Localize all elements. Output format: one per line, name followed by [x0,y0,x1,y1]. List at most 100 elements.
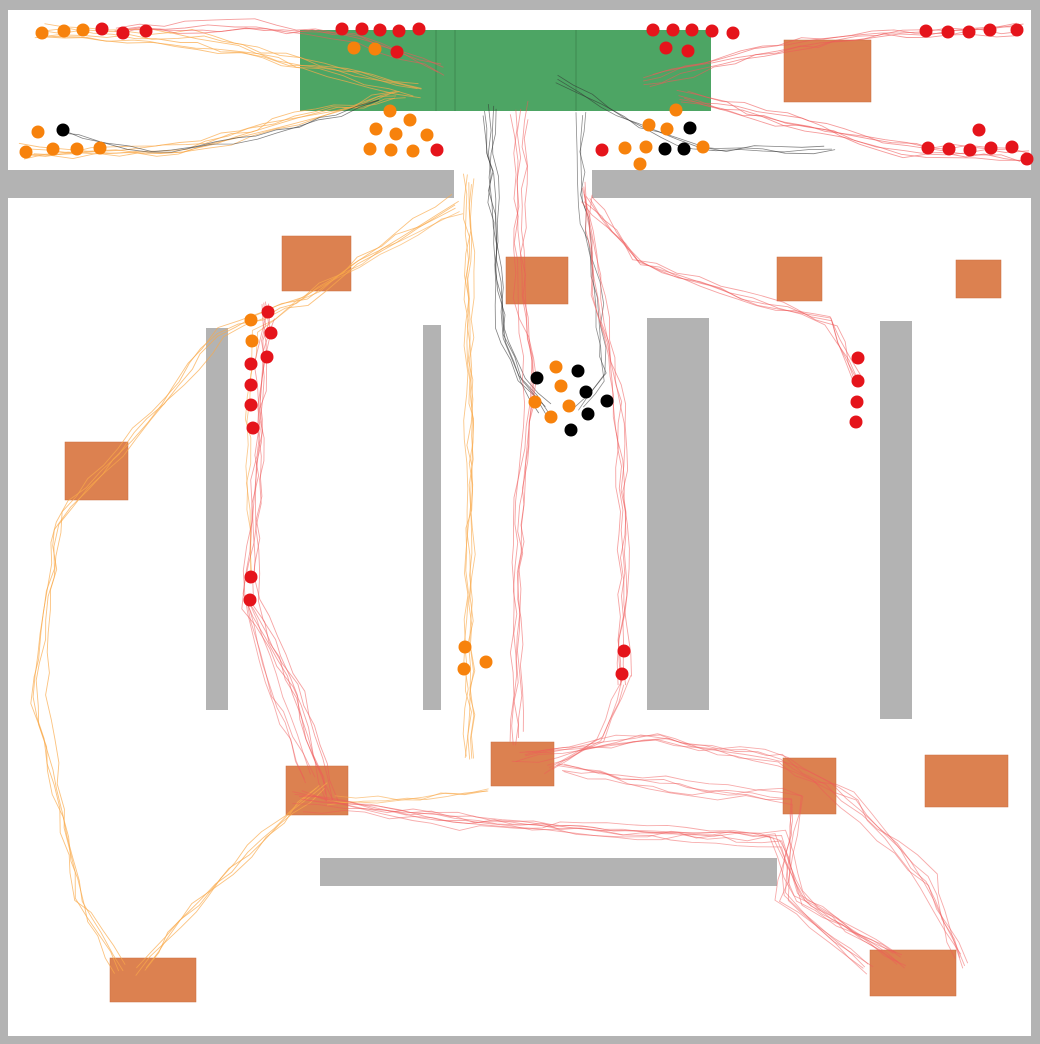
agent-trail [118,26,439,73]
wall [206,328,228,710]
agent-trail [589,198,857,377]
agent-orange [46,142,60,156]
agent-red [963,143,977,157]
agent-red [244,378,258,392]
wall [8,170,454,198]
agent-orange [549,360,563,374]
agent-red [412,22,426,36]
agent-red [1005,140,1019,154]
agent-red [972,123,986,137]
agent-orange [660,122,674,136]
agent-trail [583,194,626,684]
agent-trail [46,27,421,99]
agent-trail [555,82,836,155]
agent-trail [114,24,445,76]
agent-trail [245,595,311,775]
agent-trail [21,90,397,157]
agent-trail [511,108,537,746]
agent-orange [383,104,397,118]
agent-orange [19,145,33,159]
agent-trail [551,675,624,770]
agent-red [244,570,258,584]
wall [592,170,1032,198]
agent-trail [676,89,1016,150]
agent-trail [557,763,874,968]
agent-orange [544,410,558,424]
obstacles [64,39,1009,1003]
agent-red [264,326,278,340]
agent-trail [115,18,442,65]
agent-trail [145,787,317,969]
agent-orange [93,141,107,155]
obstacle-box [505,256,569,305]
agent-red [919,24,933,38]
wall [423,325,441,710]
agent-orange [347,41,361,55]
agent-orange [554,379,568,393]
agent-trail [241,318,328,801]
agent-red [243,593,257,607]
agent-trail [250,301,333,801]
agent-black [658,142,672,156]
obstacle-box [776,256,823,302]
agent-black [56,123,70,137]
agent-orange [363,142,377,156]
agent-red [984,141,998,155]
agent-black [564,423,578,437]
agent-orange [618,141,632,155]
agent-orange [384,143,398,157]
agent-black [581,407,595,421]
agent-red [355,22,369,36]
agent-trail [245,596,316,778]
agent-trail [547,675,632,766]
agent-red [849,415,863,429]
agent-trail [59,99,380,153]
agent-trail [524,734,964,969]
agent-trail [525,734,969,964]
agent-trail [326,788,489,806]
agent-red [392,24,406,38]
agent-red [685,23,699,37]
walls [8,170,1032,886]
agent-red [941,25,955,39]
agent-red [962,25,976,39]
agent-trail [511,738,962,955]
agent-trail [464,178,476,758]
agent-red [705,24,719,38]
agent-trail [144,782,328,971]
agent-trail [466,182,476,759]
agent-black [600,394,614,408]
agent-black [530,371,544,385]
agent-black [571,364,585,378]
agent-orange [642,118,656,132]
agent-red [373,23,387,37]
agent-red [851,374,865,388]
agent-orange [633,157,647,171]
agent-trail [334,790,488,801]
agent-trail [30,207,456,974]
agent-orange [562,399,576,413]
agent-trail [563,770,868,975]
agent-red [942,142,956,156]
agent-orange [639,140,653,154]
wall [320,858,777,886]
agent-red [139,24,153,38]
agent-red [646,23,660,37]
agent-trail [557,74,832,153]
agent-orange [406,144,420,158]
agent-red [260,350,274,364]
wall [647,318,709,710]
agent-orange [389,127,403,141]
agent-trail [135,785,320,976]
wall [880,321,912,719]
agent-trail [294,793,894,954]
agent-orange [479,655,493,669]
agent-black [579,385,593,399]
obstacle-box [869,949,957,997]
agent-red [335,22,349,36]
agent-trail [563,763,866,968]
obstacle-box [924,754,1009,808]
agent-orange [245,334,259,348]
obstacle-box [281,235,352,292]
agent-trail [488,108,546,414]
